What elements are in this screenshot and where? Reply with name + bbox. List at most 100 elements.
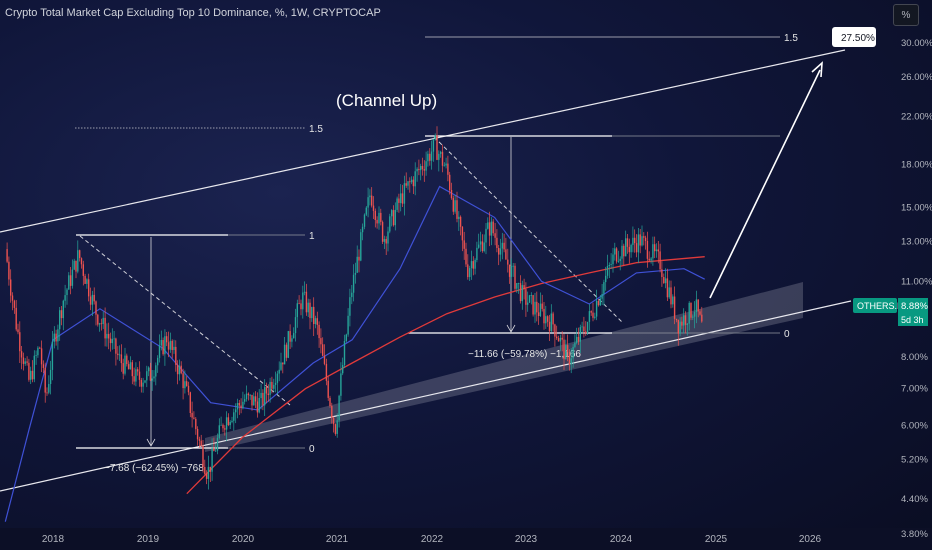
candle-down [69,275,72,286]
candle-down [254,396,257,402]
trendline-2018 [79,235,291,406]
projection-arrowhead [811,61,823,78]
candle-up [378,212,380,224]
candle-up [485,228,487,243]
candle-up [258,398,260,413]
candle-down [634,237,636,244]
x-tick-label: 2025 [705,534,728,545]
candle-up [129,362,132,370]
candle-up [608,265,610,266]
candle-down [133,376,135,382]
percent-scale-button[interactable]: % [893,4,919,26]
candle-down [31,370,34,380]
candle-up [260,392,262,398]
candle-up [287,331,289,358]
candle-down [282,362,284,365]
candle-up [51,341,54,370]
x-tick-label: 2026 [799,534,822,545]
candle-down [699,311,701,315]
x-tick-label: 2022 [421,534,444,545]
candle-down [213,448,215,452]
candle-down [127,364,130,370]
candle-up [342,365,344,374]
candle-down [325,363,328,381]
measure-2018-arrowhead [146,438,156,447]
candle-down [285,344,288,358]
candle-up [111,338,113,344]
candle-up [314,318,317,324]
candle-down [635,243,638,253]
candle-down [327,380,329,398]
last-price-label: 8.88% [901,301,928,312]
candle-up [231,420,233,422]
candle-up [454,200,456,212]
candle-up [345,334,347,341]
candle-up [283,344,286,365]
candle-up [242,401,244,409]
candle-down [320,338,322,345]
candle-down [80,258,83,265]
candle-up [280,362,282,370]
candle-up [688,302,690,324]
candle-down [547,316,549,322]
y-tick-label: 5.20% [901,454,928,465]
candle-up [470,261,473,269]
y-tick-label: 11.00% [901,276,932,287]
candle-up [347,315,349,335]
candle-down [659,251,661,270]
drop-2018-label: −7.68 (−62.45%) −768 [104,463,204,474]
candle-up [30,370,32,380]
candle-up [425,161,427,171]
y-tick-label: 6.00% [901,420,928,431]
candle-down [441,151,444,166]
candle-down [498,248,500,255]
y-axis[interactable]: 30.00% 26.00% 22.00% 18.00% 15.00% 13.00% 11.0… [901,38,932,550]
candle-down [561,337,563,340]
candle-up [124,355,126,374]
candle-down [196,429,199,440]
candle-down [543,308,545,324]
candle-down [643,236,645,238]
drop-2022-label: −11.66 (−59.78%) −1,166 [468,349,581,360]
candle-down [193,417,195,419]
candle-up [53,333,55,342]
symbol-tag [853,298,897,313]
candle-down [583,326,585,332]
candle-up [57,329,59,342]
candle-up [693,312,696,317]
candle-down [523,285,525,290]
candle-up [98,323,101,325]
candle-up [296,303,298,318]
candle-down [481,241,484,251]
candle-down [331,406,333,418]
x-axis[interactable]: 2018 2019 2020 2021 2022 2023 2024 2025 2026 [42,534,822,545]
candle-up [565,345,567,360]
channel-upper-line [0,49,846,233]
candle-down [176,364,179,375]
candle-down [167,342,170,350]
candle-up [244,399,246,402]
candle-up [679,321,681,334]
candle-down [108,333,110,339]
candle-up [153,376,155,379]
candle-down [40,348,43,365]
candle-down [240,405,242,409]
candle-down [115,338,117,354]
candle-up [603,282,605,294]
candle-up [155,365,157,377]
candle-up [394,209,396,226]
x-tick-label: 2024 [610,534,633,545]
candle-down [541,303,543,309]
x-tick-label: 2019 [137,534,160,545]
candle-up [625,238,627,257]
candle-down [467,264,469,278]
candle-down [313,306,315,324]
candle-up [369,195,371,198]
candle-up [249,394,251,396]
y-tick-label: 13.00% [901,237,932,248]
candle-down [465,248,467,265]
candle-up [311,306,313,319]
candle-up [147,367,150,372]
candle-down [26,361,28,363]
